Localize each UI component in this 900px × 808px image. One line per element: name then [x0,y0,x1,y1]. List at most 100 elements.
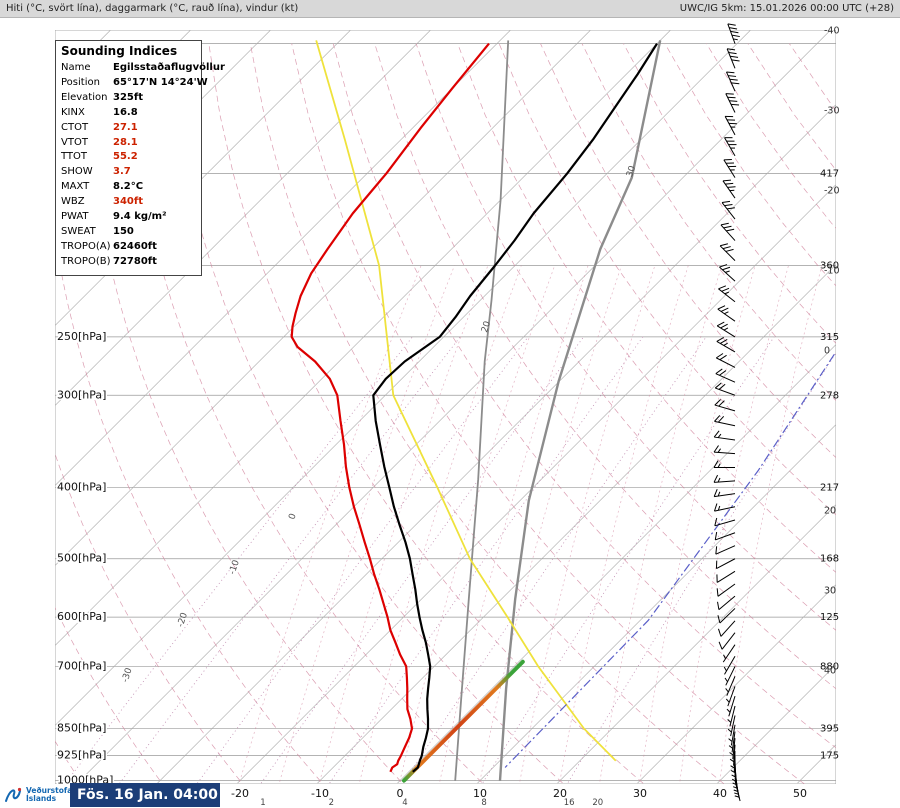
index-row: VTOT 28.1 [61,136,196,151]
index-row: SHOW 3.7 [61,165,196,180]
index-label: MAXT [61,181,90,193]
index-label: SWEAT [61,225,96,237]
index-label: Name [61,62,91,73]
svg-text:175: 175 [820,751,839,762]
svg-text:20: 20 [824,506,836,517]
svg-text:700[hPa]: 700[hPa] [57,659,106,672]
svg-text:168: 168 [820,554,839,565]
index-row: TTOT 55.2 [61,150,196,165]
index-value: 72780ft [113,255,157,267]
index-value: 65°17'N 14°24'W [113,76,208,88]
header-legend-text: Hiti (°C, svört lína), daggarmark (°C, r… [6,3,299,14]
svg-text:0: 0 [288,512,299,521]
index-label: Position [61,76,100,88]
index-row: MAXT 8.2°C [61,180,196,195]
svg-text:217: 217 [820,482,839,493]
svg-text:16: 16 [564,798,575,808]
svg-text:1: 1 [260,798,265,808]
top-header-bar: Hiti (°C, svört lína), daggarmark (°C, r… [0,0,900,18]
index-row: SWEAT 150 [61,225,196,240]
svg-text:30: 30 [824,586,836,597]
svg-text:125: 125 [820,612,839,623]
index-row: TROPO(A) 62460ft [61,240,196,255]
svg-text:30: 30 [625,164,638,178]
index-value: 62460ft [113,240,157,252]
index-value: 9.4 kg/m² [113,211,167,223]
index-row: TROPO(B) 72780ft [61,255,196,270]
met-office-logo-text: Veðurstofa Íslands [26,785,73,804]
svg-text:315: 315 [820,332,839,343]
index-value: 27.1 [113,121,138,133]
svg-text:50: 50 [793,787,807,800]
svg-text:250[hPa]: 250[hPa] [57,330,106,343]
index-row: Elevation 325ft [61,91,196,106]
svg-text:600[hPa]: 600[hPa] [57,610,106,623]
index-label: WBZ [61,196,85,208]
svg-text:395: 395 [820,724,839,735]
svg-text:360: 360 [820,260,839,271]
svg-text:417: 417 [820,168,839,179]
svg-text:-10: -10 [228,559,242,576]
index-value: 8.2°C [113,181,144,193]
svg-text:-20: -20 [824,186,840,197]
valid-time-badge: Fös. 16 Jan. 04:00 [70,783,220,807]
svg-text:850[hPa]: 850[hPa] [57,722,106,735]
index-value: 16.8 [113,106,138,118]
svg-text:-10: -10 [311,787,329,800]
sounding-indices-panel: Sounding Indices Name Egilsstaðaflugvöllu… [55,40,225,276]
index-value: 28.1 [113,136,138,148]
index-row: Name Egilsstaðaflugvöllur [61,61,225,76]
index-value: 325ft [113,91,144,103]
svg-text:0: 0 [824,346,830,357]
svg-text:880: 880 [820,661,839,672]
index-value: Egilsstaðaflugvöllur [113,62,225,73]
svg-text:-40: -40 [824,26,840,37]
index-label: CTOT [61,121,89,133]
svg-text:30: 30 [633,787,647,800]
svg-text:40: 40 [824,666,836,677]
adiabat-layer [55,43,836,784]
reference-lines-layer [315,40,835,783]
svg-text:278: 278 [820,390,839,401]
index-row: CTOT 27.1 [61,121,196,136]
index-label: PWAT [61,211,89,223]
indices-title: Sounding Indices [61,44,178,58]
axis-labels-layer: 250[hPa] 300[hPa] 400[hPa] 500[hPa] 600[hPa]… [56,26,840,808]
svg-text:10: 10 [473,787,487,800]
index-label: Elevation [61,91,108,103]
svg-text:2: 2 [329,798,334,808]
svg-text:8: 8 [481,798,486,808]
svg-text:-10: -10 [824,266,840,277]
svg-text:0: 0 [397,787,404,800]
svg-text:500[hPa]: 500[hPa] [57,552,106,565]
indices-table: Name Egilsstaðaflugvöllur Position 65°17'N … [61,61,225,270]
index-row: KINX 16.8 [61,106,196,121]
index-label: TROPO(A) [61,240,111,252]
index-label: VTOT [61,136,88,148]
svg-text:20: 20 [480,320,493,334]
logo-line1: Veðurstofa [26,785,73,795]
wind-barb-column [713,23,741,802]
svg-text:-20: -20 [231,787,249,800]
svg-text:925[hPa]: 925[hPa] [57,749,106,762]
index-label: SHOW [61,166,93,178]
svg-text:400[hPa]: 400[hPa] [57,480,106,493]
header-model-run-text: UWC/IG 5km: 15.01.2026 00:00 UTC (+28) [679,3,894,14]
svg-text:20: 20 [592,798,603,808]
logo-line2: Íslands [26,794,57,803]
index-value: 3.7 [113,166,131,178]
met-office-logo: Veðurstofa Íslands [3,784,73,806]
svg-text:300[hPa]: 300[hPa] [57,388,106,401]
svg-text:-30: -30 [824,106,840,117]
sounding-profiles [290,42,658,773]
svg-text:-30: -30 [121,667,135,684]
index-row: PWAT 9.4 kg/m² [61,210,196,225]
index-row: Position 65°17'N 14°24'W [61,76,208,91]
met-office-logo-icon [5,787,22,802]
index-row: WBZ 340ft [61,195,196,210]
index-label: KINX [61,106,85,118]
index-value: 340ft [113,196,144,208]
index-value: 55.2 [113,151,138,163]
svg-text:20: 20 [553,787,567,800]
